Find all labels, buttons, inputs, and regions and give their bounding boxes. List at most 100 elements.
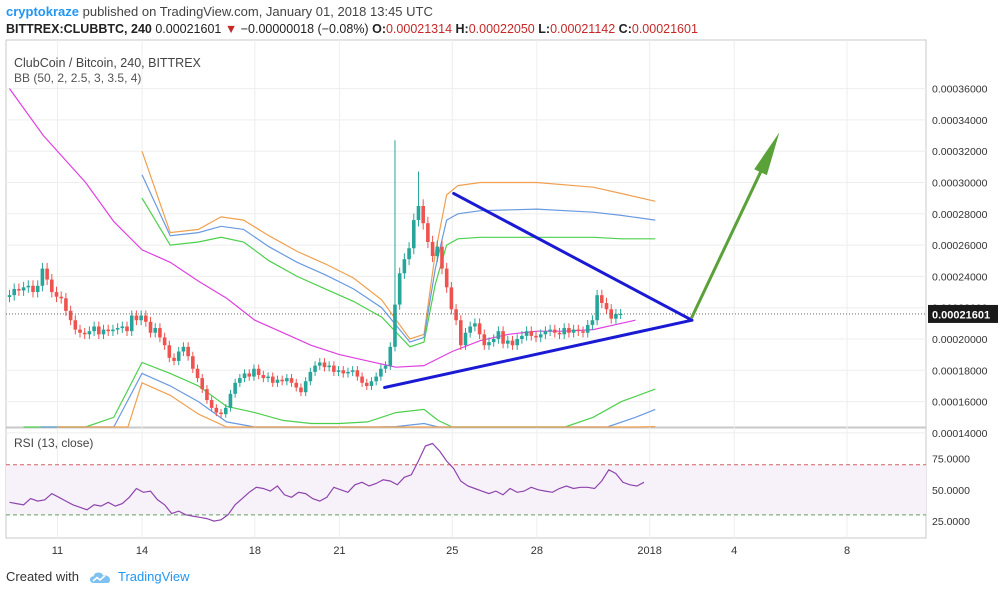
candle-body (172, 357, 176, 361)
candle-body (562, 328, 567, 335)
high-label: H: (455, 22, 469, 36)
candle-body (45, 268, 49, 280)
candle-body (505, 340, 510, 344)
candle-body (355, 370, 360, 377)
candle-body (228, 393, 233, 408)
candle-body (341, 370, 346, 374)
candle-body (40, 268, 45, 286)
rsi-pane (6, 442, 926, 522)
candle-body (618, 313, 623, 315)
candle-body (167, 345, 172, 358)
price-tick-label: 0.00030000 (932, 178, 988, 190)
rsi-tick-label: 25.0000 (932, 516, 970, 528)
candle-body (614, 313, 618, 319)
candle-body (7, 295, 12, 297)
time-tick-label: 28 (531, 545, 543, 557)
candle-body (482, 334, 487, 346)
price-tick-label: 0.00036000 (932, 84, 988, 96)
price-tick-label: 0.00020000 (932, 334, 988, 346)
candle-body (233, 382, 237, 394)
ohlc-header: BITTREX:CLUBBTC, 240 0.00021601 ▼ −0.000… (6, 22, 698, 36)
candle-body (388, 346, 393, 366)
candle-body (78, 329, 82, 333)
candle-body (186, 346, 190, 357)
candle-body (200, 378, 205, 390)
candle-body (421, 205, 425, 224)
time-tick-label: 21 (333, 545, 345, 557)
last-price: 0.00021601 (155, 22, 222, 36)
triangle-lower-line (383, 318, 694, 390)
candle-body (510, 340, 515, 346)
drawings (6, 132, 926, 390)
candle-body (604, 303, 609, 310)
candle-body (289, 378, 294, 383)
down-arrow-icon: ▼ (224, 22, 238, 36)
candle-body (567, 328, 571, 333)
candle-body (181, 346, 186, 352)
candle-body (219, 412, 223, 415)
candle-body (332, 365, 336, 372)
publish-header: cryptokraze published on TradingView.com… (6, 4, 433, 19)
candle-body (402, 259, 407, 274)
price-tick-label: 0.00016000 (932, 397, 988, 409)
candle-body (209, 400, 214, 408)
candle-body (308, 371, 313, 382)
candle-body (327, 365, 331, 368)
open-value: 0.00021314 (385, 22, 453, 36)
candle-body (144, 315, 148, 322)
close-value: 0.00021601 (631, 22, 698, 36)
candle-body (576, 329, 581, 332)
candle-body (369, 381, 374, 386)
candle-body (125, 326, 129, 332)
footer: Created with TradingView (6, 569, 190, 585)
author-link[interactable]: cryptokraze (6, 4, 79, 19)
candle-body (322, 362, 327, 368)
candle-body (303, 381, 308, 393)
bb-upper-green (141, 197, 656, 348)
time-tick-label: 11 (52, 545, 63, 557)
candle-body (294, 382, 299, 388)
price-tick-label: 0.00034000 (932, 115, 988, 127)
candle-body (162, 337, 167, 346)
candle-body (534, 335, 538, 338)
candle-body (275, 379, 280, 383)
bb-legend: BB (50, 2, 2.5, 3, 3.5, 4) (14, 71, 141, 85)
candle-body (266, 376, 270, 379)
candle-body (261, 374, 266, 379)
candle-body (59, 296, 64, 299)
candle-body (463, 332, 468, 346)
low-label: L: (538, 22, 551, 36)
candle-body (35, 285, 40, 293)
candle-body (600, 295, 604, 304)
chart-area[interactable]: 0.00036000 0.00034000 0.00032000 0.00030000… (0, 0, 1002, 568)
candle-body (153, 328, 158, 333)
candle-body (120, 326, 125, 329)
tradingview-brand-link[interactable]: TradingView (118, 569, 190, 584)
price-tick-label: 0.00028000 (932, 209, 988, 221)
candle-body (313, 365, 317, 372)
price-tick-label: 0.00024000 (932, 271, 988, 283)
candle-body (543, 331, 548, 335)
candle-body (430, 241, 435, 257)
candle-body (214, 407, 219, 413)
candle-body (496, 331, 501, 339)
candle-body (515, 339, 520, 346)
candle-body (129, 315, 134, 332)
chart-legend-title: ClubCoin / Bitcoin, 240, BITTREX (14, 56, 202, 70)
candle-body (435, 246, 440, 257)
last-price-label-bg (928, 304, 998, 323)
candle-body (411, 220, 416, 249)
time-tick-label: 4 (731, 545, 737, 557)
candle-body (158, 328, 162, 338)
rsi-band-bg (6, 464, 926, 515)
candle-body (383, 365, 388, 369)
candle-body (191, 356, 195, 369)
candle-body (64, 298, 68, 311)
candle-body (101, 329, 106, 335)
candle-body (487, 342, 491, 346)
projection-arrow-shaft (690, 170, 763, 319)
candle-body (252, 368, 256, 377)
price-tick-label: 0.00014000 (932, 428, 988, 440)
candle-body (374, 376, 378, 382)
candle-body (238, 378, 242, 383)
